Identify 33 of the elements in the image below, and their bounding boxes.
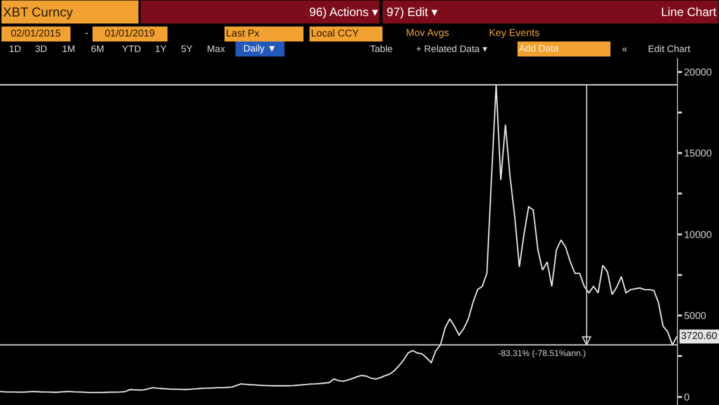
text: 5Y [181,44,194,55]
text: Local CCY [311,28,360,40]
text: Mov Avgs [406,28,450,39]
text: - [85,28,88,39]
text: Last Px [226,28,260,40]
text: 01/01/2019 [104,28,156,40]
chart-title: XBT Curncy [3,4,74,20]
text: 6M [91,44,104,55]
text: 97) Edit ▾ [386,5,438,19]
text: Line Chart [660,5,717,19]
ref-line-label: -83.31% (-78.51%ann.) [498,348,586,358]
y-tick-label: 0 [684,392,690,404]
text: YTD [122,44,142,55]
text: Add Data [519,44,560,54]
y-tick-label: 5000 [684,311,707,322]
text: 1M [62,44,76,55]
text: Key Events [489,28,540,39]
text: + Related Data ▾ [416,44,488,55]
text: Max [207,44,226,55]
text: 02/01/2015 [10,28,62,40]
text: 1D [9,44,22,55]
text: 3D [35,44,48,55]
text: Table [370,44,393,55]
text: Edit Chart [648,44,691,55]
line-series [0,84,677,394]
y-tick-label: 20000 [684,67,712,78]
y-tick-label: 10000 [684,230,712,241]
text: 96) Actions ▾ [309,5,378,19]
text: 1Y [155,44,168,55]
data-label: 3720.60 [681,331,718,342]
text: « [622,44,628,55]
y-tick-label: 15000 [684,148,712,160]
text: Daily ▼ [243,44,277,54]
